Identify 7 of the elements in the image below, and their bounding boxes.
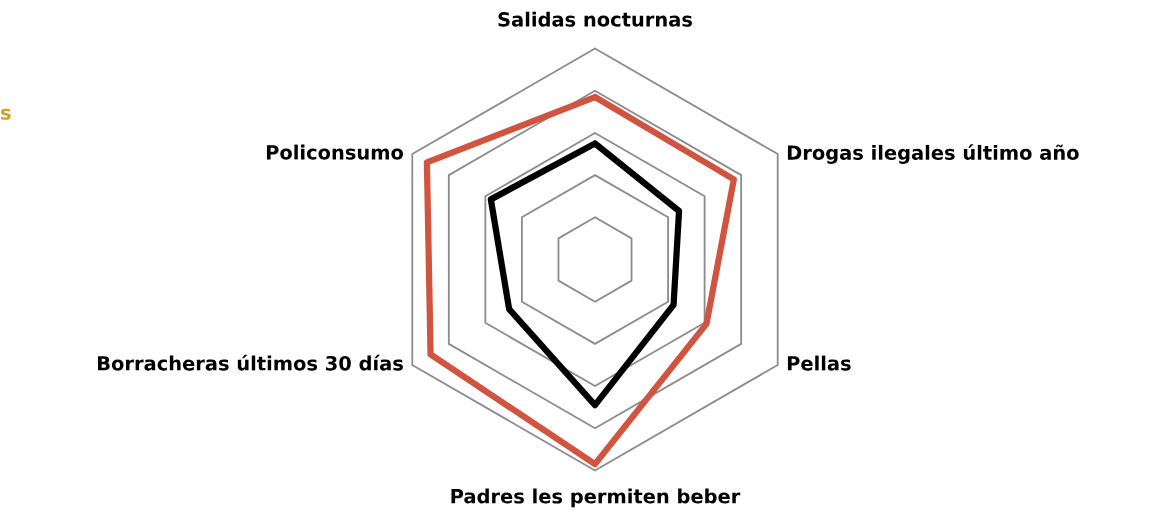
spoke-label: Drogas ilegales último año	[787, 144, 1079, 164]
spoke-label: Policonsumo	[266, 144, 404, 160]
spoke-label: Salidas nocturnas	[498, 11, 692, 27]
spoke-label: Borracheras últimos 30 días	[98, 354, 403, 371]
spoke-label: Padres les permiten beber	[451, 488, 741, 508]
text: s	[1, 108, 11, 120]
spoke-label: Pellas	[787, 355, 851, 371]
